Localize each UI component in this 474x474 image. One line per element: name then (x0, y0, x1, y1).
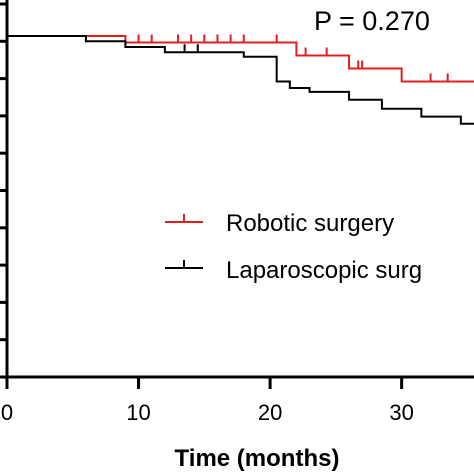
series-robotic (7, 34, 474, 83)
x-tick-label: 0 (1, 400, 13, 425)
x-tick-label: 20 (258, 400, 282, 425)
legend-item-laparoscopic: Laparoscopic surg (165, 257, 422, 284)
legend-label-laparoscopic: Laparoscopic surg (226, 257, 422, 284)
survival-curve (7, 35, 474, 83)
axes: 0 10 20 30 (0, 0, 474, 425)
x-tick-label: 10 (126, 400, 150, 425)
x-axis-title: Time (months) (175, 445, 340, 472)
x-tick-label: 30 (389, 400, 413, 425)
legend-item-robotic: Robotic surgery (165, 210, 394, 237)
series-layer (7, 34, 474, 125)
legend: Robotic surgery Laparoscopic surg (165, 210, 422, 284)
p-value-annotation: P = 0.270 (314, 6, 430, 36)
survival-curve (7, 35, 474, 125)
legend-label-robotic: Robotic surgery (226, 210, 394, 237)
series-laparoscopic (7, 35, 474, 125)
